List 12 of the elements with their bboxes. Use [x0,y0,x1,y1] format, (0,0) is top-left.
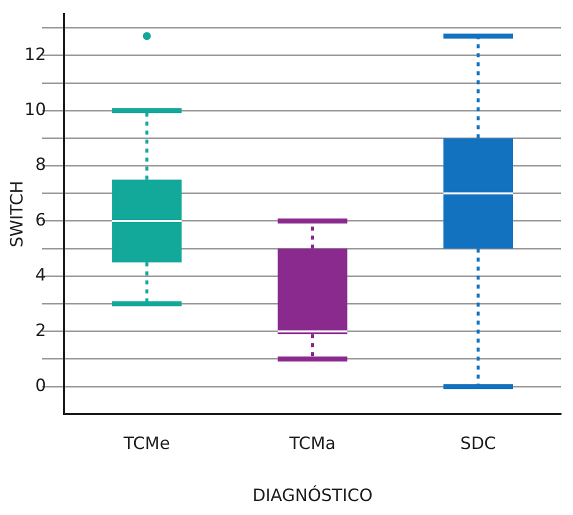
y-axis-title: SWITCH [8,180,28,248]
y-tick-label: 0 [35,376,46,396]
y-tick-label: 8 [35,155,46,176]
y-tick-label: 4 [35,266,46,286]
x-tick-label: TCMa [288,434,336,454]
x-tick-label: SDC [460,434,496,454]
x-tick-label: TCMe [122,434,170,454]
x-axis-title: DIAGNÓSTICO [252,485,373,506]
y-tick-label: 12 [24,44,46,65]
y-tick-label: 6 [35,210,46,230]
y-tick-label: 2 [35,320,46,341]
y-tick-label: 10 [24,100,46,120]
